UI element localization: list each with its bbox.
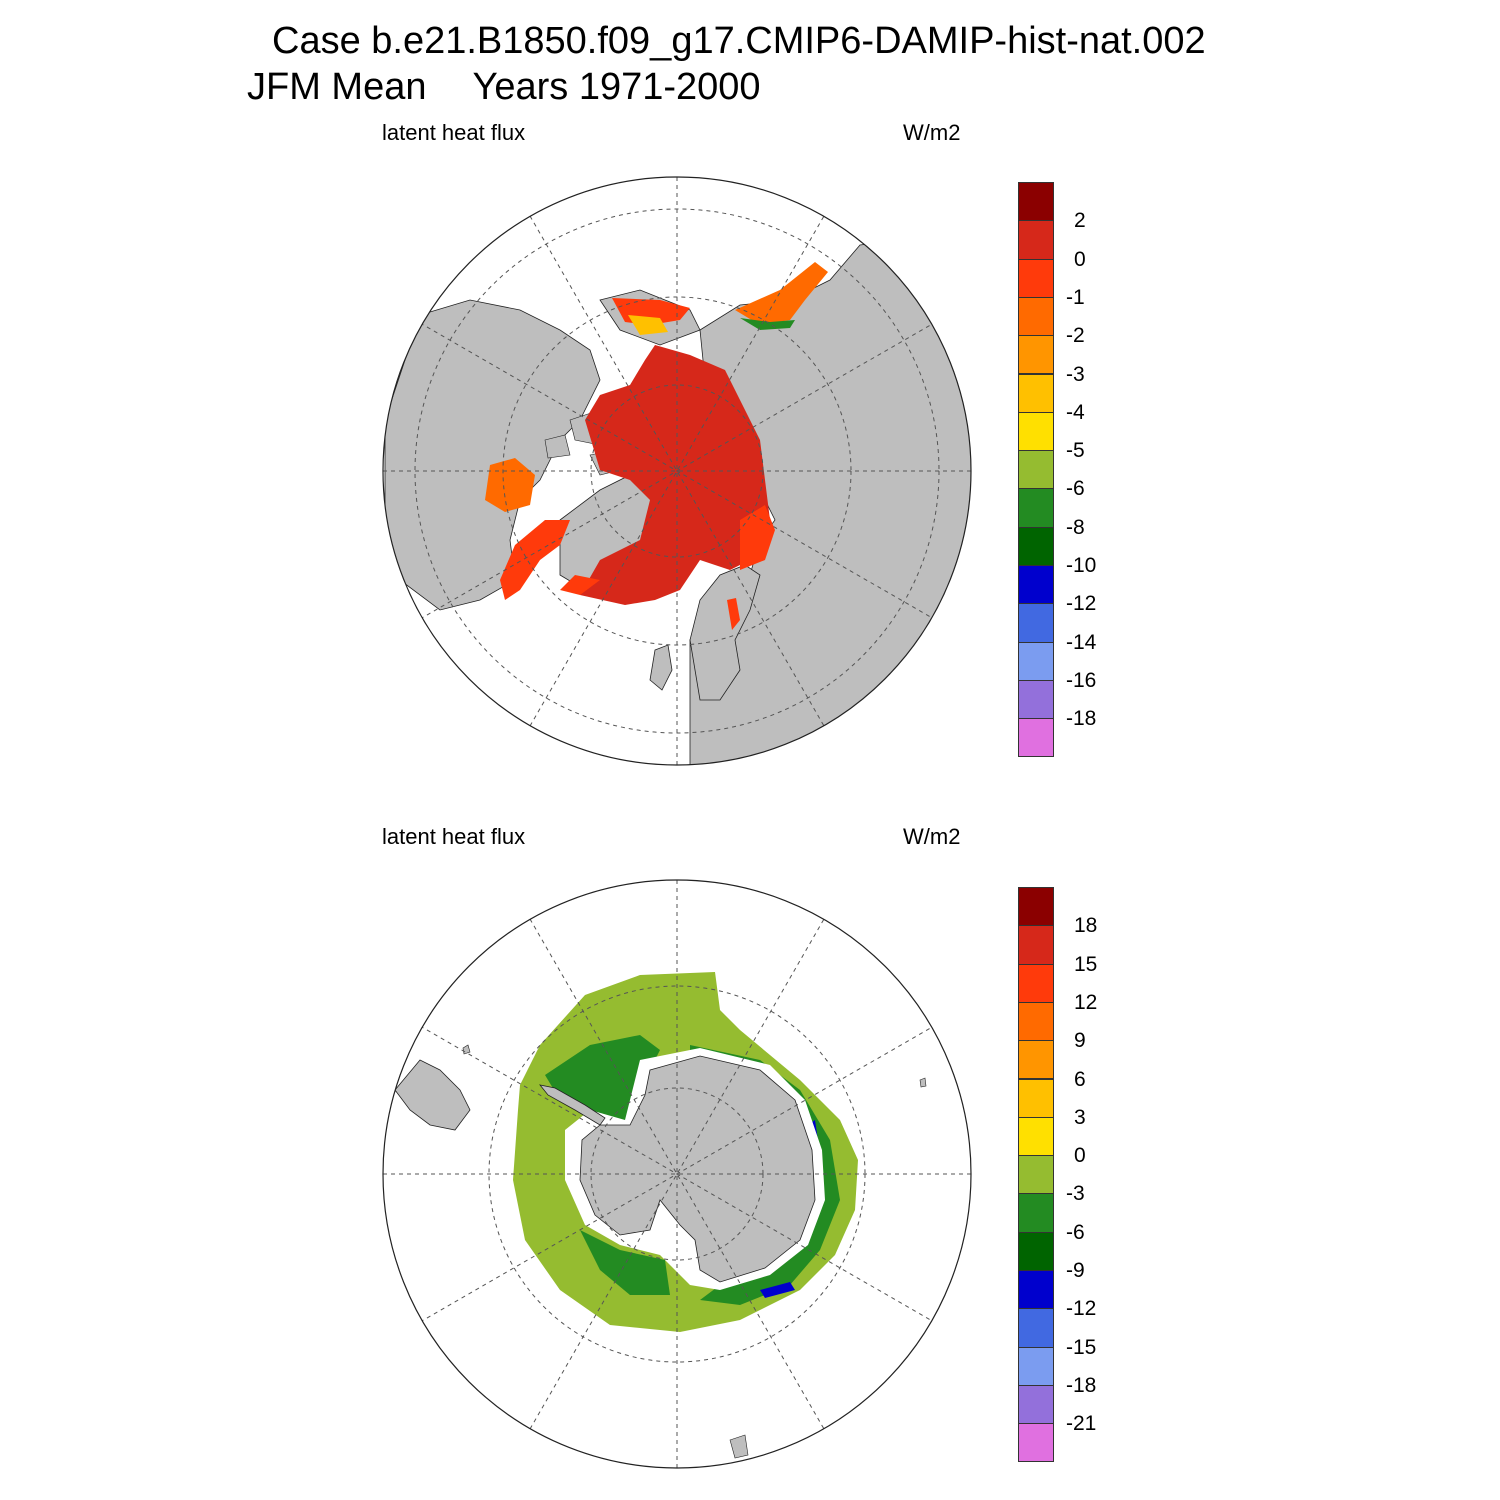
colorbar-tick-label: -10: [1066, 554, 1097, 577]
south-land-peninsula: [539, 1084, 606, 1126]
colorbar-tick-label: -16: [1066, 668, 1097, 692]
colorbar-box: [1018, 1116, 1054, 1157]
colorbar-tick-label: 12: [1074, 990, 1098, 1014]
colorbar-box: [1018, 887, 1054, 927]
colorbar-tick-label: -8: [1066, 515, 1085, 539]
colorbar-tick-label: -1: [1066, 285, 1085, 309]
colorbar-tick-label: 0: [1074, 1144, 1086, 1168]
colorbar-box: [1018, 335, 1054, 375]
colorbar-box: [1018, 963, 1054, 1003]
south-polar-map: [382, 879, 972, 1469]
colorbar-box: [1018, 925, 1054, 965]
colorbar-box: [1018, 718, 1054, 758]
north-flux-labrador: [500, 520, 570, 600]
colorbar-tick-label: -12: [1066, 1297, 1097, 1321]
colorbar-box: [1018, 526, 1054, 566]
north-units-label: W/m2: [903, 120, 961, 145]
colorbar-tick-label: 0: [1074, 247, 1086, 271]
colorbar-box: [1018, 258, 1054, 298]
north-flux-arctic-edge: [560, 505, 775, 595]
colorbar-tick-label: -15: [1066, 1335, 1097, 1359]
colorbar-box: [1018, 1384, 1054, 1425]
north-graticule: [383, 177, 971, 765]
years-label: Years 1971-2000: [472, 66, 761, 108]
south-land-antarctica: [579, 1055, 816, 1283]
colorbar-box: [1018, 1040, 1054, 1080]
colorbar-box: [1018, 220, 1054, 260]
north-flux-baltic: [727, 598, 740, 630]
north-polar-map: [382, 176, 972, 766]
colorbar-box: [1018, 296, 1054, 337]
north-flux-okhotsk-green: [740, 318, 795, 330]
colorbar-tick-label: -14: [1066, 630, 1097, 654]
colorbar-tick-label: -6: [1066, 477, 1085, 501]
colorbar-box: [1018, 1231, 1054, 1271]
north-land-scandinavia: [689, 564, 761, 701]
colorbar-tick-label: 9: [1074, 1029, 1086, 1053]
colorbar-tick-label: 18: [1074, 914, 1098, 938]
colorbar-tick-label: -5: [1066, 439, 1085, 463]
colorbar-tick-label: 2: [1074, 209, 1086, 233]
north-flux-bering-yellow: [628, 315, 668, 335]
colorbar-tick-label: -6: [1066, 1220, 1085, 1244]
colorbar-tick-label: 3: [1074, 1105, 1086, 1129]
north-variable-label: latent heat flux: [382, 120, 526, 145]
season-label: JFM Mean: [247, 66, 427, 108]
colorbar-box: [1018, 1193, 1054, 1233]
colorbar-tick-label: 6: [1074, 1067, 1086, 1091]
plot-title: Case b.e21.B1850.f09_g17.CMIP6-DAMIP-his…: [272, 20, 1206, 62]
colorbar-tick-label: -4: [1066, 400, 1085, 424]
colorbar-box: [1018, 1155, 1054, 1195]
south-land-islands: [462, 1044, 927, 1459]
colorbar-tick-label: -12: [1066, 592, 1097, 616]
colorbar-tick-label: -3: [1066, 362, 1085, 386]
colorbar-box: [1018, 182, 1054, 222]
colorbar-tick-label: -3: [1066, 1182, 1085, 1206]
colorbar-tick-label: -2: [1066, 324, 1085, 348]
colorbar-box: [1018, 450, 1054, 490]
south-land-south-america: [394, 1059, 471, 1131]
colorbar-tick-label: -21: [1066, 1412, 1097, 1436]
colorbar-tick-label: -18: [1066, 1373, 1097, 1397]
south-flux-ross: [580, 1230, 670, 1295]
plot-subtitle: JFM Mean Years 1971-2000: [247, 68, 761, 106]
colorbar-box: [1018, 679, 1054, 720]
colorbar-box: [1018, 603, 1054, 643]
south-units-label: W/m2: [903, 824, 961, 849]
north-flux-okhotsk: [735, 262, 828, 325]
colorbar-box: [1018, 488, 1054, 528]
colorbar-tick-label: 15: [1074, 952, 1098, 976]
colorbar-box: [1018, 1346, 1054, 1386]
colorbar-box: [1018, 1078, 1054, 1118]
colorbar-box: [1018, 373, 1054, 413]
colorbar-box: [1018, 1270, 1054, 1310]
colorbar-box: [1018, 1001, 1054, 1042]
south-graticule: [383, 880, 971, 1468]
colorbar-box: [1018, 1308, 1054, 1348]
colorbar-box: [1018, 411, 1054, 452]
colorbar-box: [1018, 565, 1054, 605]
north-land-britain: [649, 644, 673, 691]
colorbar-tick-label: -18: [1066, 707, 1097, 731]
colorbar-box: [1018, 1423, 1054, 1463]
colorbar-box: [1018, 641, 1054, 681]
south-variable-label: latent heat flux: [382, 824, 526, 849]
colorbar-tick-label: -9: [1066, 1259, 1085, 1282]
